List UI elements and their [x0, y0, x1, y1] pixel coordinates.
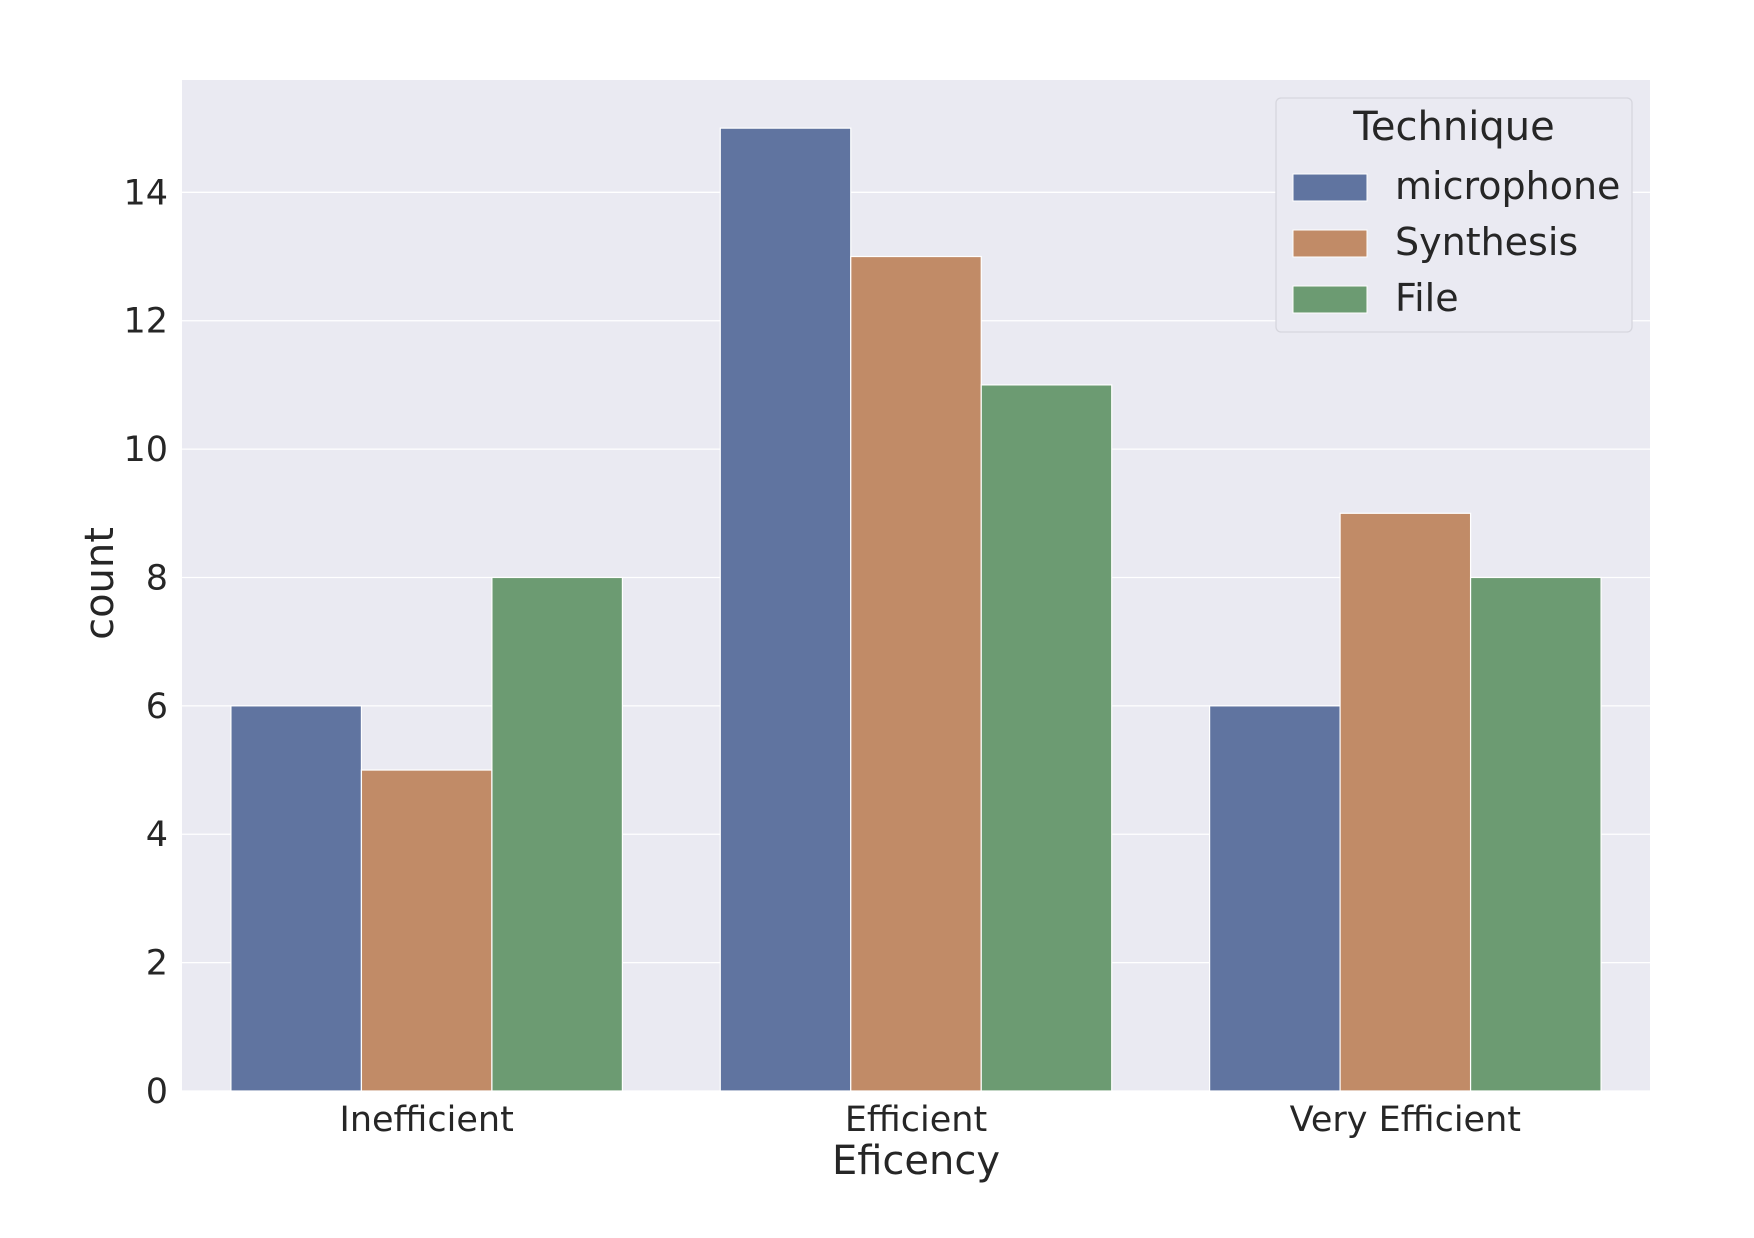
y-tick-label: 2	[146, 944, 168, 984]
y-tick-label: 10	[123, 430, 168, 470]
bar-synthesis-inefficient	[360, 769, 493, 1092]
legend-items: microphone Synthesis File	[1292, 164, 1620, 320]
y-tick-label: 6	[146, 687, 168, 727]
legend-label: microphone	[1395, 164, 1620, 208]
y-tick-label: 14	[123, 173, 168, 213]
legend-swatch	[1292, 229, 1368, 258]
legend: Technique microphone Synthesis File	[1275, 97, 1633, 333]
x-tick-label: Efficient	[845, 1100, 987, 1140]
y-tick-label: 4	[146, 815, 168, 855]
x-tick-label: Very Efficient	[1290, 1100, 1521, 1140]
bar-file-very-efficient	[1469, 576, 1602, 1092]
y-tick-label: 0	[146, 1072, 168, 1112]
y-axis-ticks: 0 2 4 6 8 10 12 14	[123, 173, 168, 1112]
x-tick-label: Inefficient	[340, 1100, 514, 1140]
bar-file-inefficient	[491, 576, 623, 1092]
bar-microphone-very-efficient	[1208, 705, 1341, 1092]
bars	[230, 127, 1602, 1092]
x-axis-label: Eficency	[832, 1138, 1000, 1184]
bar-synthesis-efficient	[850, 255, 982, 1092]
y-axis-label: count	[77, 527, 123, 640]
legend-label: File	[1395, 276, 1459, 320]
y-tick-label: 12	[123, 302, 168, 342]
legend-label: Synthesis	[1395, 220, 1578, 264]
bar-synthesis-very-efficient	[1339, 512, 1472, 1092]
legend-swatch	[1292, 173, 1368, 202]
legend-box	[1275, 97, 1633, 333]
y-tick-label: 8	[146, 558, 168, 598]
legend-title: Technique	[1352, 104, 1554, 150]
x-axis-ticks: Inefficient Efficient Very Efficient	[340, 1100, 1521, 1140]
bar-file-efficient	[980, 384, 1113, 1092]
legend-swatch	[1292, 285, 1368, 314]
bar-microphone-efficient	[719, 127, 852, 1092]
bar-microphone-inefficient	[230, 705, 363, 1092]
